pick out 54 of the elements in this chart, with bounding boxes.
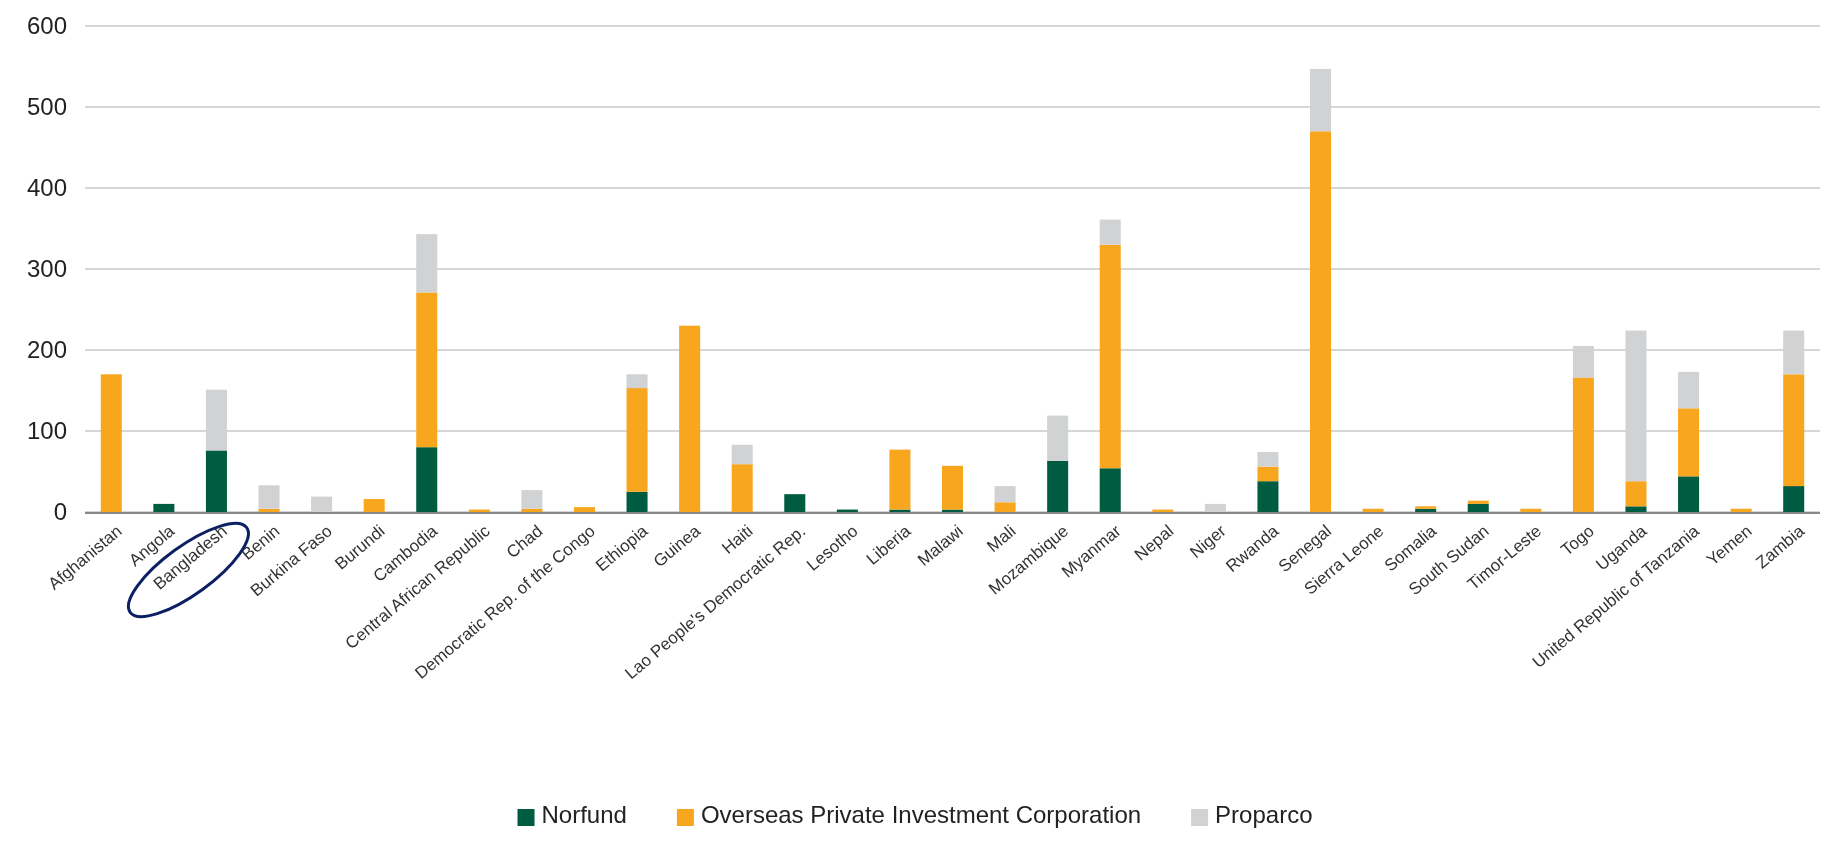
legend-label: Overseas Private Investment Corporation: [700, 801, 1142, 828]
bar: [153, 503, 175, 512]
bar: [941, 465, 964, 510]
bar: [1362, 508, 1384, 512]
y-tick-label: 200: [26, 336, 67, 364]
x-tick-label: Togo: [1557, 521, 1598, 560]
bar: [100, 374, 122, 512]
bar: [1625, 506, 1647, 512]
legend-label: Norfund: [541, 801, 627, 828]
bar: [521, 508, 543, 512]
bar: [1783, 374, 1805, 487]
bar: [521, 490, 543, 509]
bar: [1520, 508, 1542, 512]
bar: [1730, 508, 1752, 512]
legend-label: Proparco: [1215, 801, 1313, 828]
y-tick-label: 0: [53, 498, 67, 526]
bar: [1257, 481, 1279, 512]
bar: [416, 447, 438, 512]
y-tick-label: 400: [26, 174, 67, 202]
bar: [416, 292, 438, 448]
bar: [1099, 244, 1121, 469]
bar: [626, 374, 648, 389]
bar: [1257, 466, 1279, 482]
bar: [1099, 468, 1121, 512]
y-tick-label: 300: [26, 255, 67, 283]
bar: [994, 502, 1016, 512]
bar: [679, 325, 701, 512]
bar: [1099, 219, 1121, 245]
bar: [258, 485, 280, 509]
y-tick-label: 600: [26, 12, 67, 40]
bar: [626, 388, 648, 492]
bar: [1678, 408, 1700, 477]
bar: [258, 508, 280, 512]
bar: [994, 486, 1016, 503]
y-tick-label: 100: [26, 417, 67, 445]
bar: [1572, 377, 1594, 512]
y-tick-label: 500: [26, 93, 67, 121]
bar: [1467, 503, 1489, 512]
bar: [784, 494, 806, 512]
bar: [1678, 371, 1700, 409]
bar: [205, 450, 227, 512]
bar: [889, 449, 911, 510]
bar: [1310, 131, 1332, 512]
bar: [1047, 460, 1069, 512]
bar: [363, 499, 385, 512]
bar: [731, 464, 753, 512]
bar: [731, 444, 753, 465]
bar: [1467, 500, 1489, 504]
bar: [1257, 452, 1279, 467]
bar: [1625, 481, 1647, 507]
bar: [1783, 486, 1805, 512]
bar: [626, 491, 648, 512]
bar: [573, 507, 595, 512]
bar: [1678, 476, 1700, 512]
